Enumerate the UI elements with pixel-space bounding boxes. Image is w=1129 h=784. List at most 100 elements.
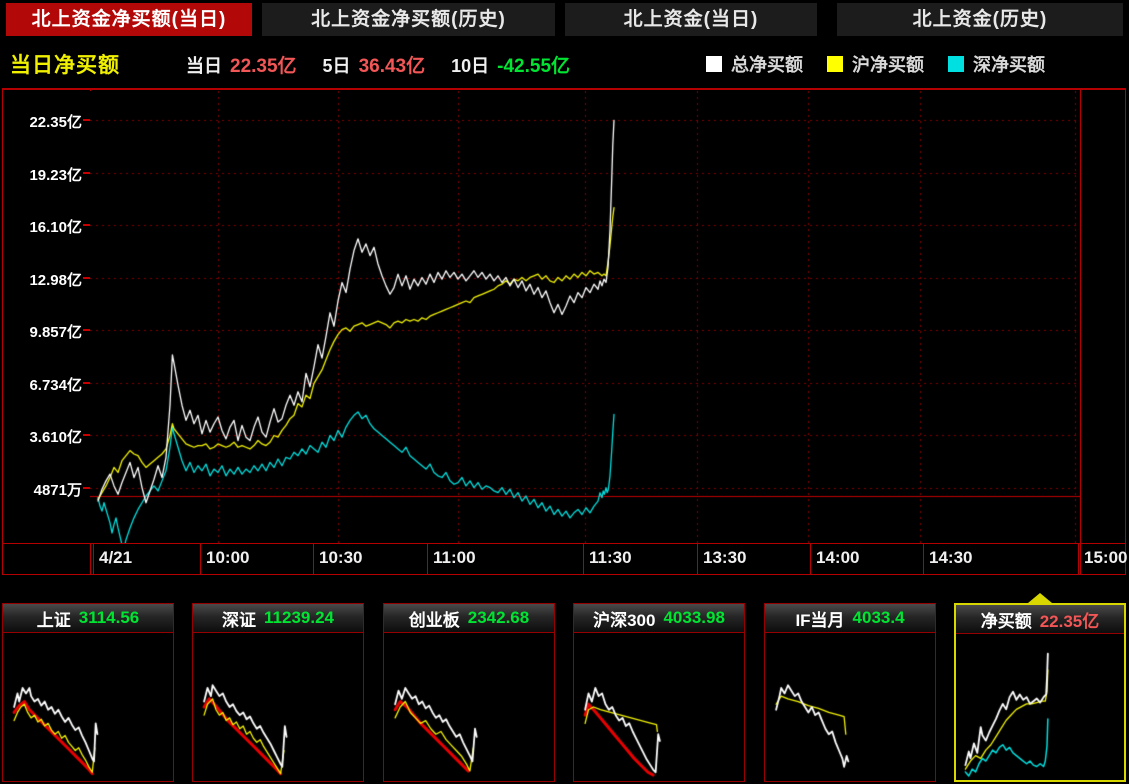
x-axis-divider [1078, 543, 1079, 575]
chart-frame-bottom [2, 574, 1126, 575]
chart-frame-top [2, 88, 1126, 90]
chart-legend: 总净买额 沪净买额 深净买额 [706, 51, 1045, 77]
panel-value: 4033.98 [663, 608, 725, 627]
x-axis-divider [697, 543, 698, 575]
panel-chart-canvas [956, 634, 1126, 782]
tab-2[interactable]: 北上资金净买额(历史) [262, 3, 555, 36]
panel-value: 22.35亿 [1039, 611, 1100, 631]
y-axis-label: 19.23亿 [29, 166, 82, 184]
panel-chart-canvas [193, 633, 363, 781]
selected-panel-marker-icon [1028, 593, 1052, 603]
panel-header: 深证 11239.24 [193, 604, 363, 633]
x-axis-divider [427, 543, 428, 575]
x-axis-divider [583, 543, 584, 575]
y-axis-label: 12.98亿 [29, 271, 82, 289]
stats-bar: 当日 22.35亿 5日 36.43亿 10日 -42.55亿 [186, 51, 570, 78]
panel-value: 2342.68 [467, 608, 530, 627]
chart-frame-left [2, 88, 3, 575]
panel-label: 上证 [36, 610, 71, 630]
panel-header: 上证 3114.56 [3, 604, 173, 633]
panel-label: 净买额 [980, 611, 1032, 631]
y-axis-label: 3.610亿 [29, 429, 82, 447]
panel-header: IF当月 4033.4 [765, 604, 935, 633]
y-axis-tick [83, 119, 90, 122]
x-axis-label: 14:30 [929, 548, 973, 567]
y-axis-tick [83, 486, 90, 489]
panel-header: 创业板 2342.68 [384, 604, 554, 633]
stat-item-3: 10日 -42.55亿 [451, 51, 570, 78]
x-axis-label: 13:30 [703, 548, 747, 567]
x-axis-label: 10:30 [319, 548, 363, 567]
panel-label: 创业板 [408, 610, 460, 630]
tab-bar: 北上资金净买额(当日) 北上资金净买额(历史) 北上资金(当日) 北上资金(历史) [0, 0, 1129, 36]
y-axis-tick [83, 224, 90, 227]
panel-label: IF当月 [795, 610, 845, 630]
y-axis-tick [83, 329, 90, 332]
stat-label: 5日 [322, 56, 351, 76]
legend-item-1: 总净买额 [706, 51, 803, 77]
panel-chart-canvas [574, 633, 744, 781]
y-axis-tick [83, 381, 90, 384]
panel-chart-canvas [384, 633, 554, 781]
x-axis-divider [93, 543, 94, 575]
legend-swatch-icon [827, 56, 843, 72]
page-title: 当日净买额 [10, 54, 120, 77]
legend-label: 总净买额 [731, 55, 803, 75]
tab-3[interactable]: 北上资金(当日) [565, 3, 817, 36]
stat-item-2: 5日 36.43亿 [323, 51, 426, 78]
stat-value: 36.43亿 [358, 56, 426, 77]
main-chart-canvas[interactable] [90, 91, 1080, 543]
x-axis-label: 4/21 [99, 548, 133, 567]
stat-value: 22.35亿 [230, 56, 297, 77]
x-axis-label: 14:00 [816, 548, 860, 567]
chart-frame-right [1125, 88, 1126, 575]
stat-value: -42.55亿 [497, 56, 571, 77]
panel-header: 净买额 22.35亿 [956, 605, 1124, 634]
legend-item-2: 沪净买额 [827, 51, 924, 77]
legend-item-3: 深净买额 [948, 51, 1045, 77]
legend-swatch-icon [706, 56, 722, 72]
legend-label: 沪净买额 [852, 55, 924, 75]
panel-label: 深证 [222, 610, 257, 630]
panel-IF当月[interactable]: IF当月 4033.4 [764, 603, 936, 782]
panel-value: 4033.4 [852, 608, 905, 627]
panel-header: 沪深300 4033.98 [574, 604, 744, 633]
panel-深证[interactable]: 深证 11239.24 [192, 603, 364, 782]
x-axis-divider [200, 543, 201, 575]
y-axis-tick [83, 276, 90, 279]
y-axis-tick [83, 171, 90, 174]
stat-label: 10日 [451, 56, 490, 76]
info-bar: 当日净买额 当日 22.35亿 5日 36.43亿 10日 -42.55亿 总净买额 沪净买… [0, 38, 1129, 86]
x-axis-label: 11:30 [589, 548, 632, 567]
panel-创业板[interactable]: 创业板 2342.68 [383, 603, 555, 782]
panel-上证[interactable]: 上证 3114.56 [2, 603, 174, 782]
x-axis-label: 11:00 [433, 548, 476, 567]
legend-label: 深净买额 [973, 55, 1045, 75]
tab-1[interactable]: 北上资金净买额(当日) [6, 3, 252, 36]
stat-item-1: 当日 22.35亿 [186, 51, 297, 78]
stat-label: 当日 [186, 56, 222, 76]
close-axis-line [1080, 88, 1081, 575]
panel-chart-canvas [765, 633, 935, 781]
panel-沪深300[interactable]: 沪深300 4033.98 [573, 603, 745, 782]
x-axis-divider [810, 543, 811, 575]
x-axis-top-line [2, 543, 1126, 544]
panel-净买额[interactable]: 净买额 22.35亿 [954, 593, 1126, 782]
y-axis-tick [83, 434, 90, 437]
panel-value: 11239.24 [264, 608, 334, 627]
y-axis-label: 4871万 [33, 481, 82, 499]
y-axis-label: 22.35亿 [29, 114, 82, 132]
panel-value: 3114.56 [78, 608, 140, 627]
x-axis-label: 10:00 [206, 548, 250, 567]
x-axis-divider [313, 543, 314, 575]
panel-chart-canvas [3, 633, 173, 781]
legend-swatch-icon [948, 56, 964, 72]
x-axis-label: 15:00 [1084, 548, 1128, 567]
y-axis-label: 9.857亿 [29, 324, 82, 342]
y-axis-label: 6.734亿 [29, 376, 82, 394]
y-axis-label: 16.10亿 [29, 219, 82, 237]
tab-4[interactable]: 北上资金(历史) [837, 3, 1123, 36]
x-axis-divider [923, 543, 924, 575]
panel-label: 沪深300 [593, 610, 656, 630]
